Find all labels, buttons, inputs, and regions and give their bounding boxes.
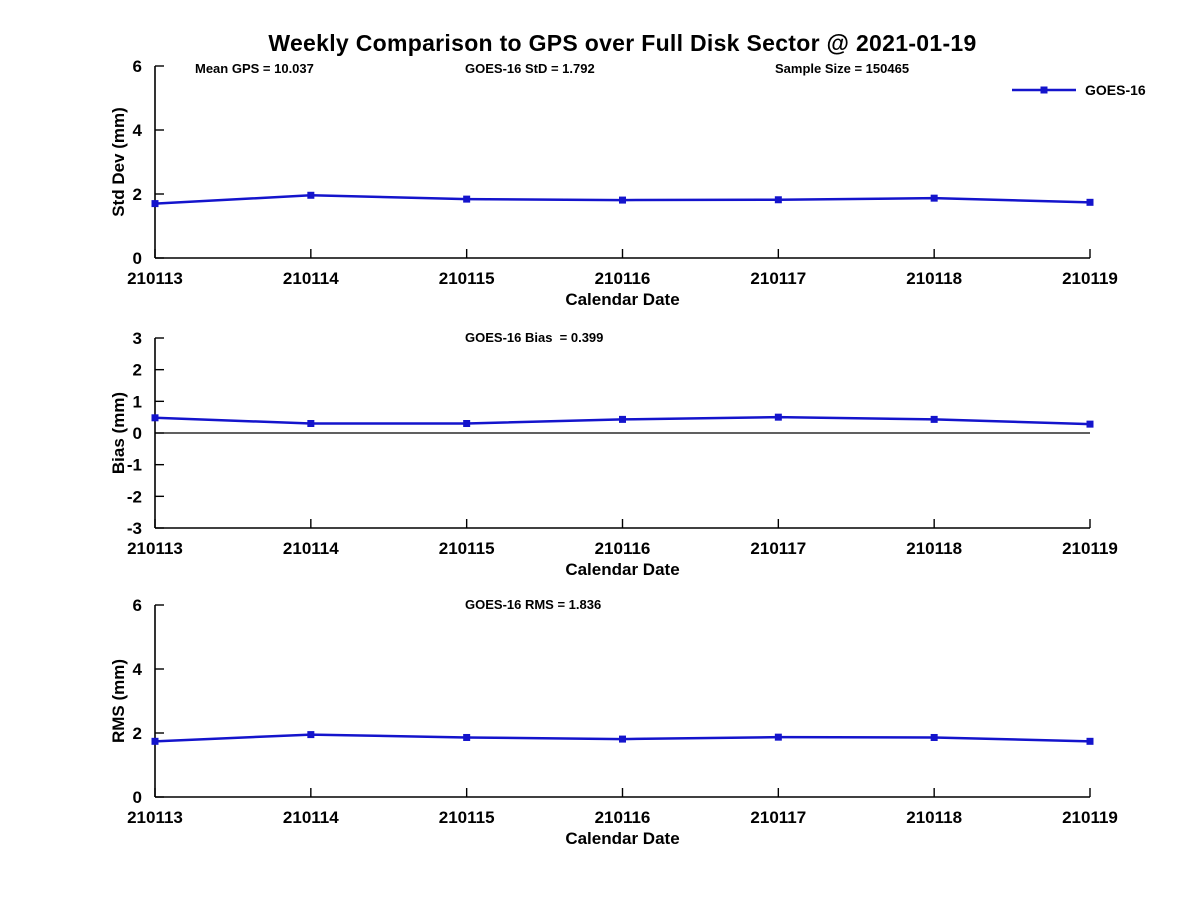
x-tick-label: 210119 (1062, 808, 1118, 827)
legend-line-sample-icon (1012, 86, 1076, 94)
y-tick-label: 0 (133, 424, 142, 443)
data-marker (930, 733, 938, 741)
data-marker (930, 415, 938, 423)
y-tick-label: 4 (133, 121, 143, 140)
data-marker (619, 196, 626, 204)
x-tick-label: 210113 (127, 539, 183, 558)
data-marker (930, 194, 938, 202)
data-marker (463, 733, 471, 741)
x-tick-label: 210117 (750, 539, 806, 558)
x-tick-label: 210118 (906, 808, 962, 827)
data-marker (151, 200, 159, 208)
y-tick-label: 0 (133, 249, 142, 268)
y-tick-label: 2 (133, 185, 142, 204)
x-tick-label: 210116 (595, 269, 651, 288)
x-tick-label: 210118 (906, 539, 962, 558)
x-tick-label: 210115 (439, 539, 495, 558)
data-marker (463, 420, 471, 427)
data-marker (1086, 198, 1094, 206)
y-tick-label: 2 (133, 361, 142, 380)
data-marker (774, 196, 782, 204)
data-marker (1086, 737, 1094, 745)
y-tick-label: -1 (127, 456, 142, 475)
data-marker (619, 735, 626, 743)
x-tick-label: 210114 (283, 808, 339, 827)
data-marker (307, 191, 315, 199)
data-marker (774, 733, 782, 741)
y-tick-label: 1 (133, 392, 142, 411)
x-axis-label-rms: Calendar Date (565, 829, 680, 848)
annotation-goes16-std: GOES-16 StD = 1.792 (465, 61, 595, 76)
x-tick-label: 210114 (283, 269, 339, 288)
legend-marker (1040, 86, 1048, 94)
x-tick-label: 210116 (595, 539, 651, 558)
x-tick-label: 210115 (439, 808, 495, 827)
x-tick-label: 210119 (1062, 539, 1118, 558)
x-tick-label: 210119 (1062, 269, 1118, 288)
y-tick-label: 0 (133, 788, 142, 807)
legend-label: GOES-16 (1085, 82, 1146, 98)
annotation-goes16-rms: GOES-16 RMS = 1.836 (465, 597, 602, 612)
annotation-goes16-bias: GOES-16 Bias = 0.399 (465, 330, 604, 345)
x-tick-label: 210113 (127, 269, 183, 288)
data-marker (1086, 420, 1094, 428)
figure-title: Weekly Comparison to GPS over Full Disk … (268, 30, 977, 56)
x-axis-label-bias: Calendar Date (565, 560, 680, 579)
annotation-sample-size: Sample Size = 150465 (775, 61, 910, 76)
data-marker (151, 414, 159, 422)
y-tick-label: 6 (133, 57, 142, 76)
x-tick-label: 210117 (750, 808, 806, 827)
y-tick-label: 6 (133, 596, 142, 615)
data-marker (619, 415, 626, 423)
x-axis-label-stddev: Calendar Date (565, 290, 680, 309)
data-marker (151, 737, 159, 745)
y-tick-label: -2 (127, 487, 142, 506)
y-tick-label: 2 (133, 724, 142, 743)
x-tick-label: 210115 (439, 269, 495, 288)
y-tick-label: -3 (127, 519, 142, 538)
x-tick-label: 210113 (127, 808, 183, 827)
annotation-mean-gps: Mean GPS = 10.037 (195, 61, 314, 76)
legend: GOES-16 (1012, 82, 1146, 98)
data-marker (307, 420, 315, 427)
x-tick-label: 210117 (750, 269, 806, 288)
x-tick-label: 210118 (906, 269, 962, 288)
data-marker (774, 413, 782, 421)
y-tick-label: 3 (133, 329, 142, 348)
x-tick-label: 210116 (595, 808, 651, 827)
y-tick-label: 4 (133, 660, 143, 679)
x-tick-label: 210114 (283, 539, 339, 558)
data-marker (463, 195, 471, 203)
data-marker (307, 731, 315, 739)
